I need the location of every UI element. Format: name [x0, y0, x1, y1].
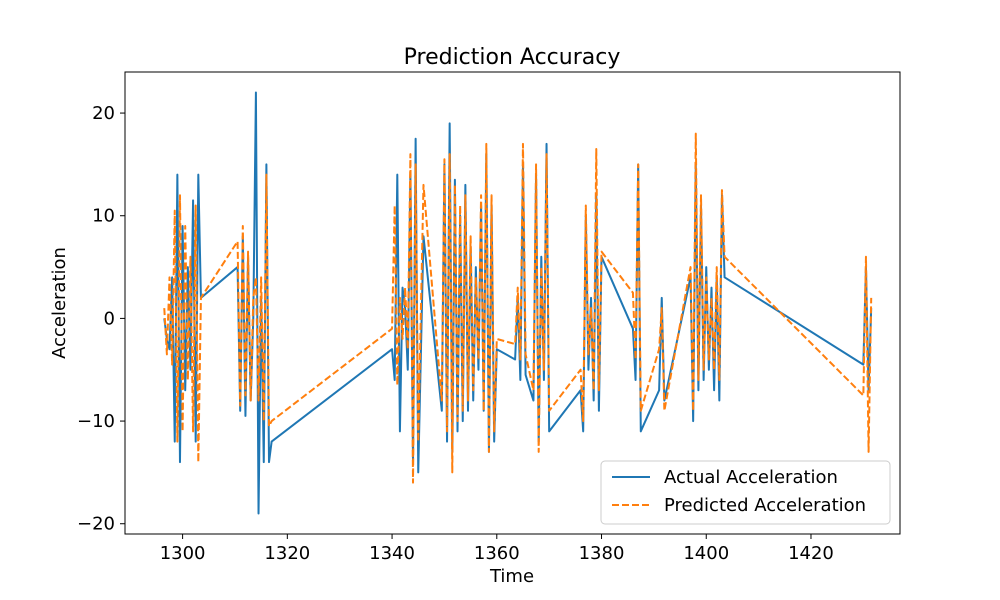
y-tick-label: 0: [104, 308, 115, 329]
y-axis-label: Acceleration: [49, 247, 70, 359]
legend-box: [600, 460, 891, 525]
legend-label-actual: Actual Acceleration: [664, 467, 838, 488]
x-tick-label: 1300: [160, 543, 206, 564]
axes-frame: [124, 71, 901, 535]
series-line-actual: [163, 91, 873, 515]
y-tick-label: 20: [92, 103, 115, 124]
legend: Actual Acceleration Predicted Accelerati…: [600, 460, 891, 525]
chart-title: Prediction Accuracy: [404, 45, 621, 70]
x-axis: 1300 1320 1340 1360 1380 1400 1420: [160, 534, 834, 564]
x-tick-label: 1420: [788, 543, 834, 564]
x-tick-label: 1320: [264, 543, 310, 564]
plot-area: [163, 91, 873, 515]
x-tick-label: 1360: [474, 543, 520, 564]
y-tick-label: 10: [92, 206, 115, 227]
x-axis-label: Time: [489, 566, 534, 587]
legend-label-predicted: Predicted Acceleration: [664, 495, 866, 516]
x-tick-label: 1340: [369, 543, 415, 564]
series-line-predicted: [163, 132, 873, 484]
x-tick-label: 1380: [579, 543, 625, 564]
x-tick-label: 1400: [683, 543, 729, 564]
y-axis: −20 −10 0 10 20: [77, 103, 125, 535]
y-tick-label: −10: [77, 411, 115, 432]
y-tick-label: −20: [77, 514, 115, 535]
